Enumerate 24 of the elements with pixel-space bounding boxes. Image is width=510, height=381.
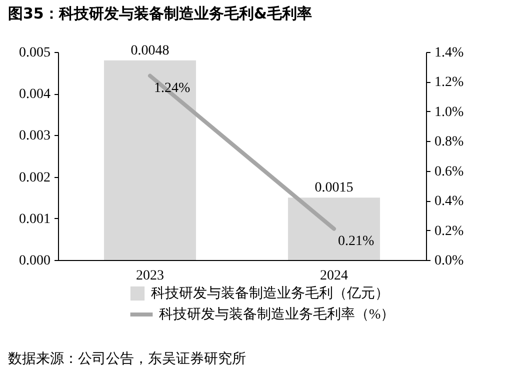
x-tick-label: 2024 <box>320 268 348 284</box>
y-tick-label: 0.000 <box>19 254 50 268</box>
y2-tick-label: 0.4% <box>434 194 464 210</box>
y-tick-label: 0.001 <box>19 212 50 227</box>
data-label: 0.0048 <box>130 43 170 58</box>
y-tick-label: 0.005 <box>19 46 50 60</box>
y2-tick-label: 1.0% <box>434 104 464 120</box>
y2-tick-label: 1.4% <box>434 46 464 60</box>
legend-label: 科技研发与装备制造业务毛利（亿元） <box>151 286 389 302</box>
x-tick-label: 2023 <box>136 268 164 284</box>
y2-tick-label: 0.8% <box>434 134 464 150</box>
y2-tick-label: 1.2% <box>434 75 464 90</box>
y-tick-label: 0.002 <box>19 170 50 186</box>
legend-label: 科技研发与装备制造业务毛利率（%） <box>159 306 395 322</box>
y2-tick-label: 0.6% <box>434 164 464 180</box>
y2-tick-label: 0.0% <box>434 254 464 268</box>
y2-tick-label: 0.2% <box>434 224 464 239</box>
data-label: 0.0015 <box>314 180 354 196</box>
y-tick-label: 0.004 <box>19 87 50 102</box>
data-label: 0.21% <box>338 234 374 249</box>
data-label: 1.24% <box>154 80 190 96</box>
y-tick-label: 0.003 <box>19 128 50 144</box>
source-note: 数据来源：公司公告，东吴证券研究所 <box>8 350 246 368</box>
chart-title: 图35：科技研发与装备制造业务毛利&毛利率 <box>8 4 312 22</box>
